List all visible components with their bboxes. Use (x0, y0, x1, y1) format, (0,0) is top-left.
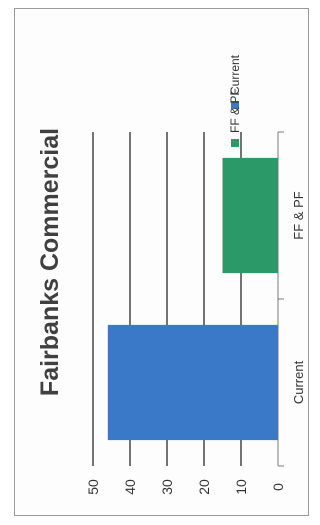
value-tick-label: 10 (233, 479, 249, 495)
axes (277, 131, 284, 467)
legend-swatch (231, 139, 239, 147)
legend-label: FF & PF (228, 88, 242, 133)
value-tick-label: 20 (196, 479, 212, 495)
category-label: FF & PF (291, 191, 306, 239)
value-tick-label: 50 (85, 479, 101, 495)
bar (107, 324, 278, 441)
value-tick-label: 40 (122, 479, 138, 495)
category-labels: Current FF & PF (291, 191, 306, 404)
bars (107, 157, 278, 441)
value-tick-labels: 0 10 20 30 40 50 (85, 479, 286, 495)
chart-title: Fairbanks Commercial (36, 128, 64, 396)
bar (222, 157, 278, 274)
legend-label: Current (228, 54, 242, 95)
value-tick-label: 30 (159, 479, 175, 495)
chart-title-group: Fairbanks Commercial (36, 128, 64, 396)
category-label: Current (291, 360, 306, 404)
legend-swatch (231, 101, 239, 109)
value-tick-label: 0 (270, 483, 286, 491)
